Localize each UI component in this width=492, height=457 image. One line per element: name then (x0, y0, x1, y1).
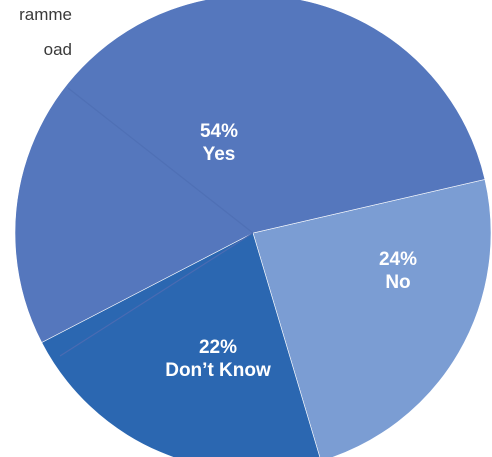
slice-divider-line (67, 87, 254, 234)
caption-line-1: ramme (19, 5, 72, 24)
slice-percent-label: 22% (199, 337, 237, 358)
pie-slices (14, 0, 492, 457)
slice-divider-line (59, 232, 254, 357)
slice-category-label: Don’t Know (165, 360, 271, 381)
pie-slice-don-t-know (41, 232, 321, 457)
pie-labels: 24%No 22%Don’t Know 54%Yes (165, 121, 417, 381)
slice-percent-label: 54% (200, 121, 238, 142)
slice-category-label: Yes (203, 144, 236, 165)
caption-line-2: oad (43, 40, 72, 59)
pie-slice-yes (14, 0, 486, 343)
slice-category-label: No (385, 272, 410, 293)
pie-slice-no (252, 179, 492, 457)
slice-percent-label: 24% (379, 249, 417, 270)
